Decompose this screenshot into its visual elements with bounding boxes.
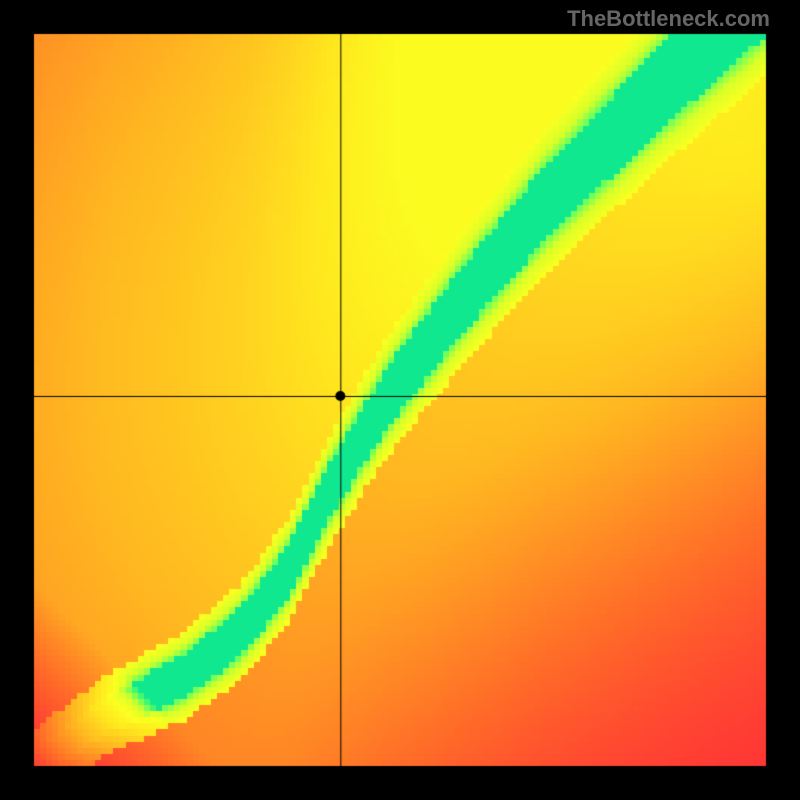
watermark-text: TheBottleneck.com: [567, 6, 770, 32]
bottleneck-heatmap: [0, 0, 800, 800]
chart-container: TheBottleneck.com: [0, 0, 800, 800]
